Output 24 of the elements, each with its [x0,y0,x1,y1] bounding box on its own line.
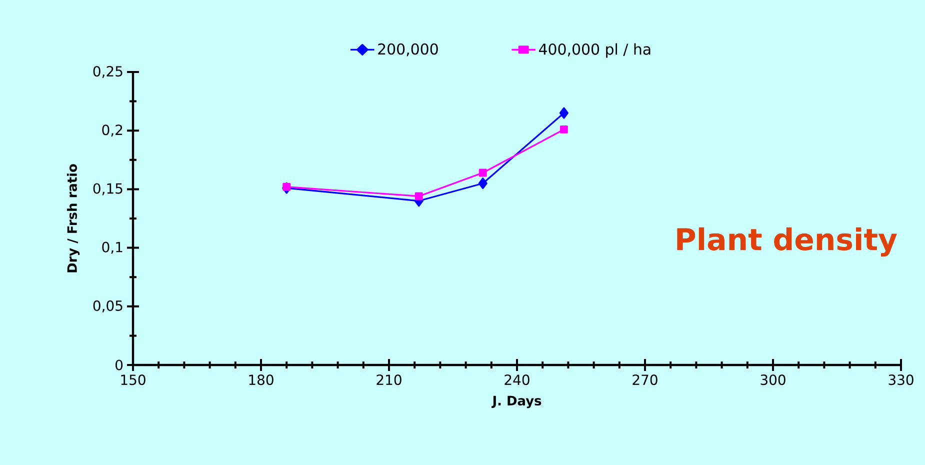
point [282,182,291,191]
x-tick-label: 210 [376,374,402,386]
x-tick-label: 300 [760,374,786,386]
y-axis-title: Dry / Frsh ratio [66,164,80,272]
x-tick-label: 270 [632,374,658,386]
point [414,192,423,200]
x-tick-label: 150 [121,374,146,386]
point [478,168,487,177]
annotation: Plant density [677,227,897,257]
x-tick-label: 240 [504,374,530,386]
y-tick-label: 0,1 [102,242,122,254]
y-tick-label: 0,25 [93,66,122,78]
x-tick-label: 330 [888,374,914,386]
point [478,178,488,190]
y-tick-label: 0,05 [93,300,122,312]
y-tick-label: 0 [116,360,123,370]
point [559,107,568,119]
y-tick-label: 0,2 [102,124,122,137]
x-tick-label: 180 [249,374,274,386]
legend-label: 200,000 [378,43,438,56]
legend-label: 400,000 pl / ha [538,43,650,58]
y-tick-label: 0,15 [93,183,122,196]
point [560,125,568,134]
x-axis-title: J. Days [492,396,542,408]
